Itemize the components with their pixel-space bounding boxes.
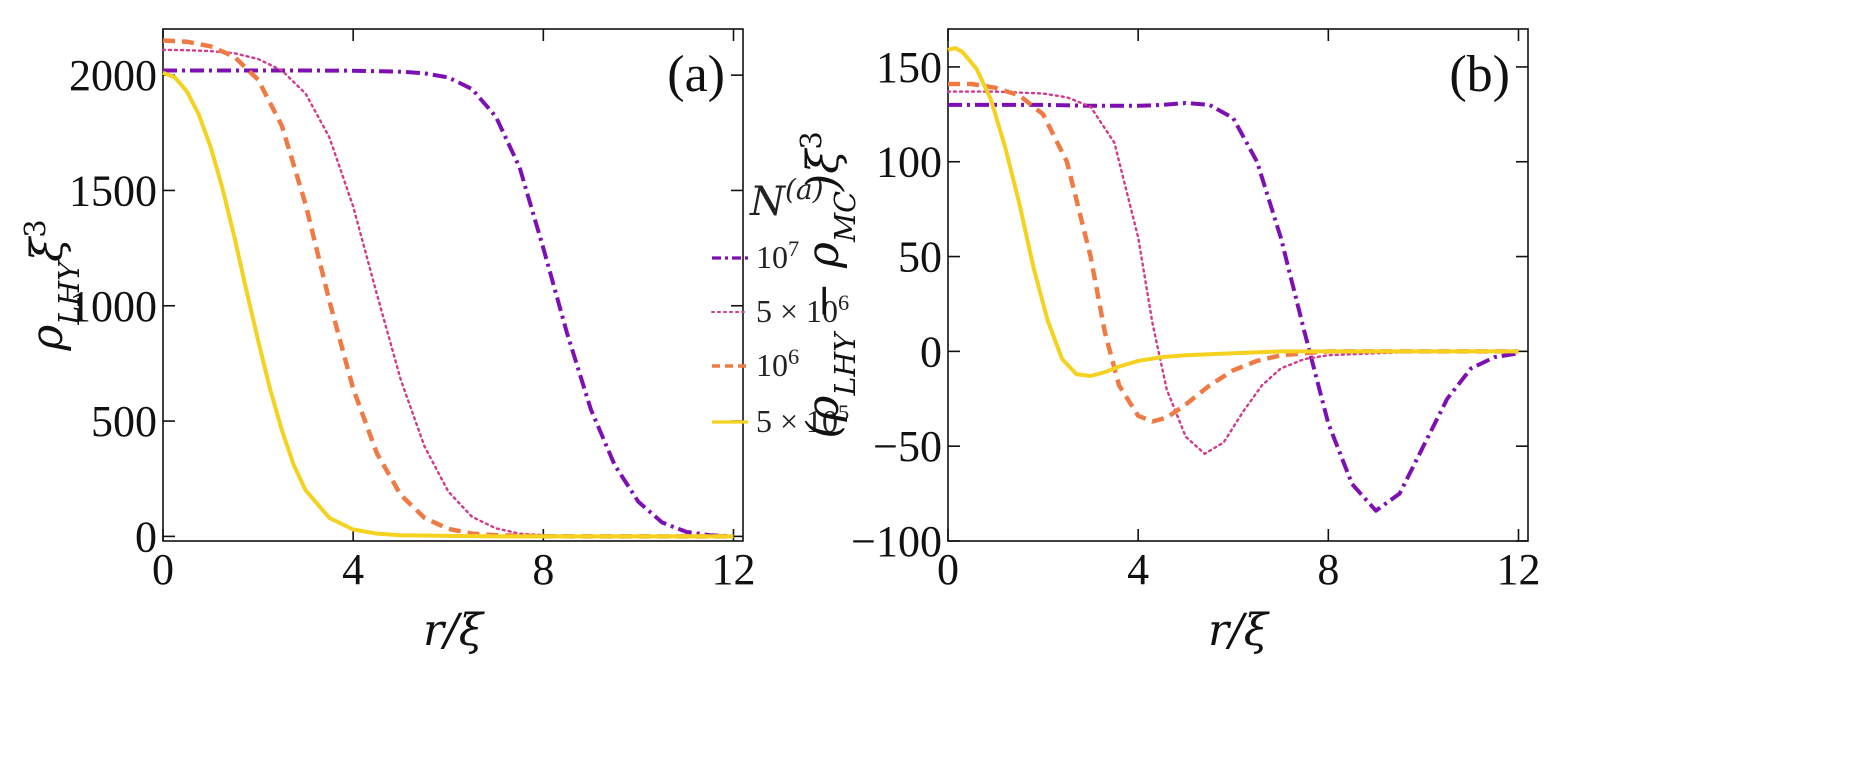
panel-label: (a) — [667, 46, 725, 103]
y-tick-label: 50 — [898, 233, 942, 282]
x-tick-label: 0 — [937, 545, 959, 594]
y-tick-label: −50 — [873, 422, 942, 471]
y-tick-label: 150 — [876, 43, 942, 92]
y-tick-label: 500 — [91, 397, 157, 446]
plot-frame — [162, 28, 744, 542]
series-line-4 — [162, 70, 734, 539]
x-tick-label: 8 — [532, 545, 554, 594]
series-line-3 — [948, 81, 1519, 424]
legend-entry-2: 5 × 106 — [756, 290, 849, 330]
series-line-1 — [948, 101, 1519, 513]
y-tick-label: 2000 — [69, 51, 157, 100]
series-line-2 — [946, 90, 1520, 455]
x-axis-title: r/ξ — [423, 605, 486, 656]
legend-entry-4: 5 × 105 — [756, 400, 849, 440]
plot-frame — [947, 28, 1529, 542]
y-axis-title: ρLHYξ3 — [18, 219, 86, 351]
series-line-4 — [947, 46, 1519, 378]
x-tick-label: 4 — [342, 545, 364, 594]
x-tick-label: 4 — [1127, 545, 1149, 594]
series-line-3 — [162, 38, 734, 539]
x-tick-label: 12 — [711, 545, 755, 594]
panel-label: (b) — [1449, 46, 1510, 103]
y-tick-label: 0 — [135, 512, 157, 561]
y-tick-label: 0 — [920, 327, 942, 376]
y-tick-label: −100 — [851, 517, 942, 566]
y-tick-label: 100 — [876, 138, 942, 187]
x-tick-label: 0 — [152, 545, 174, 594]
x-axis-title: r/ξ — [1208, 605, 1271, 656]
x-tick-label: 12 — [1496, 545, 1540, 594]
legend-entry-3: 106 — [756, 344, 799, 384]
legend: N(a) 107 5 × 106 106 5 × 105 — [711, 173, 849, 440]
legend-entry-1: 107 — [756, 236, 799, 276]
panel-b-chart: 0 4 8 12 −100 −50 0 50 100 150 (b) r/ξ (ρLHY − ρMC)ξ… — [794, 28, 1540, 656]
panel-a-chart: 0 4 8 12 0 500 1000 1500 2000 (a) r/ξ ρLHYξ3 N(a) 107… — [18, 28, 849, 656]
x-tick-label: 8 — [1317, 545, 1339, 594]
legend-title: N(a) — [749, 173, 824, 226]
y-tick-label: 1500 — [69, 166, 157, 215]
y-tick-label: 1000 — [69, 282, 157, 331]
y-axis-title: (ρLHY − ρMC)ξ3 — [794, 131, 862, 438]
series-line-1 — [163, 68, 734, 539]
